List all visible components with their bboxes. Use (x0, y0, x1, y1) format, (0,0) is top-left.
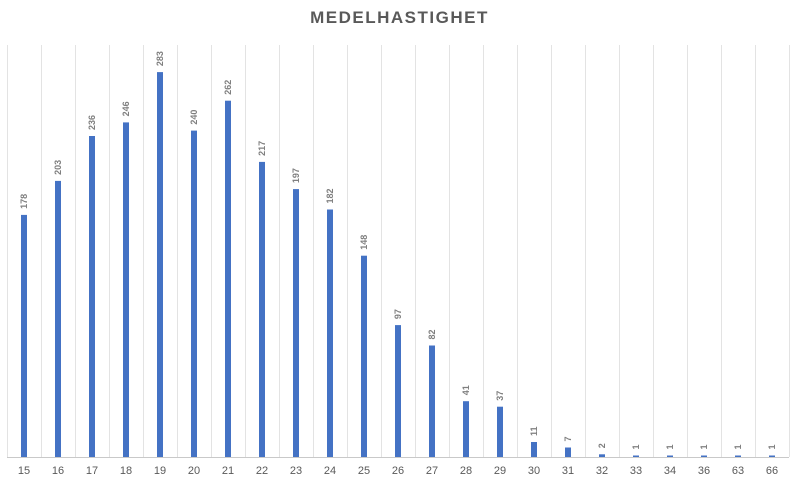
bar-36 (701, 455, 707, 457)
tick-label-24: 24 (324, 465, 336, 477)
bar-66 (769, 455, 775, 457)
bar-30 (531, 442, 537, 457)
data-label-34: 1 (665, 444, 675, 449)
data-label-27: 82 (427, 329, 437, 339)
tick-label-25: 25 (358, 465, 370, 477)
data-label-24: 182 (325, 188, 335, 203)
chart-title: MEDELHASTIGHET (310, 8, 489, 27)
bar-17 (89, 136, 95, 457)
bar-31 (565, 447, 571, 457)
data-label-32: 2 (597, 443, 607, 448)
tick-label-36: 36 (698, 465, 710, 477)
data-label-36: 1 (699, 444, 709, 449)
data-label-18: 246 (121, 101, 131, 116)
bar-21 (225, 100, 231, 457)
tick-label-20: 20 (188, 465, 200, 477)
tick-label-26: 26 (392, 465, 404, 477)
bar-25 (361, 255, 367, 457)
bar-16 (55, 180, 61, 457)
data-label-31: 7 (563, 436, 573, 441)
tick-label-27: 27 (426, 465, 438, 477)
bar-63 (735, 455, 741, 457)
bar-20 (191, 130, 197, 457)
data-label-20: 240 (189, 110, 199, 125)
tick-label-66: 66 (766, 465, 778, 477)
data-label-28: 41 (461, 385, 471, 395)
data-label-21: 262 (223, 80, 233, 95)
tick-label-21: 21 (222, 465, 234, 477)
tick-label-33: 33 (630, 465, 642, 477)
data-label-25: 148 (359, 235, 369, 250)
data-label-66: 1 (767, 444, 777, 449)
data-label-23: 197 (291, 168, 301, 183)
bar-34 (667, 455, 673, 457)
bar-26 (395, 325, 401, 457)
data-label-16: 203 (53, 160, 63, 175)
tick-label-18: 18 (120, 465, 132, 477)
data-label-30: 11 (529, 426, 539, 436)
bar-32 (599, 454, 605, 457)
tick-labels: 15 16 17 18 19 20 21 22 23 24 25 26 27 28 29 30 31 32 33 34… (18, 465, 778, 477)
tick-label-32: 32 (596, 465, 608, 477)
tick-label-19: 19 (154, 465, 166, 477)
bar-23 (293, 189, 299, 457)
data-label-29: 37 (495, 391, 505, 401)
tick-label-63: 63 (732, 465, 744, 477)
bar-27 (429, 345, 435, 457)
bar-28 (463, 401, 469, 457)
tick-label-28: 28 (460, 465, 472, 477)
data-label-19: 283 (155, 51, 165, 66)
tick-label-34: 34 (664, 465, 676, 477)
tick-label-15: 15 (18, 465, 30, 477)
tick-label-16: 16 (52, 465, 64, 477)
tick-label-30: 30 (528, 465, 540, 477)
bar-33 (633, 455, 639, 457)
tick-label-23: 23 (290, 465, 302, 477)
tick-label-29: 29 (494, 465, 506, 477)
tick-label-22: 22 (256, 465, 268, 477)
bar-24 (327, 209, 333, 457)
data-label-26: 97 (393, 309, 403, 319)
tick-label-31: 31 (562, 465, 574, 477)
bar-29 (497, 406, 503, 457)
data-label-17: 236 (87, 115, 97, 130)
data-label-63: 1 (733, 444, 743, 449)
data-label-15: 178 (19, 194, 29, 209)
bar-18 (123, 122, 129, 458)
tick-label-17: 17 (86, 465, 98, 477)
bar-19 (157, 72, 163, 457)
bar-22 (259, 161, 265, 457)
bars (21, 72, 775, 458)
data-label-22: 217 (257, 141, 267, 156)
data-label-33: 1 (631, 444, 641, 449)
bar-15 (21, 214, 27, 457)
grid (7, 45, 790, 457)
data-labels: 1782032362462832402622171971821489782413… (19, 51, 777, 449)
